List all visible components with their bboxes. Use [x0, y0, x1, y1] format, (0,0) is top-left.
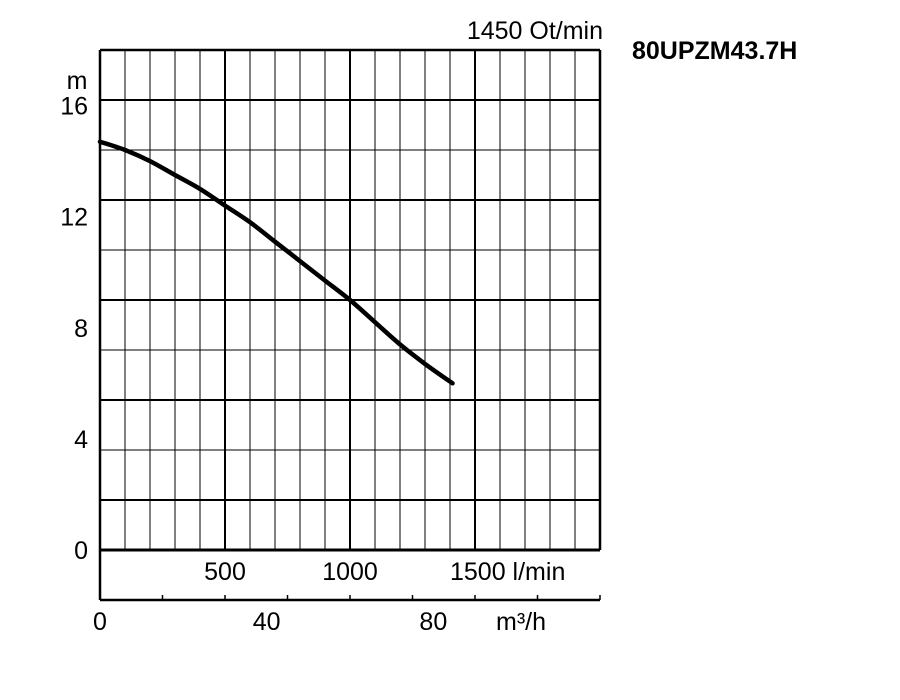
x-tick-label-lpm: 500 [204, 558, 246, 586]
x-tick-label-m3h: 0 [93, 608, 107, 636]
performance-curve [97, 139, 455, 386]
speed-label: 1450 Ot/min [467, 17, 603, 45]
y-tick-label: 16 [60, 93, 88, 121]
x-tick-label-m3h: 40 [253, 608, 281, 636]
x-tick-label-m3h: 80 [419, 608, 447, 636]
model-title: 80UPZM43.7H [632, 37, 797, 65]
grid [100, 50, 600, 550]
y-axis-label: m [67, 67, 88, 95]
x-tick-labels-lpm: 500 1000 1500 l/min [204, 558, 565, 586]
x-axis-unit-m3h: m³/h [496, 608, 546, 636]
y-tick-label: 0 [74, 537, 88, 565]
x-tick-labels-m3h: 0 40 80 [93, 608, 447, 636]
y-tick-label: 12 [60, 204, 88, 232]
y-tick-label: 4 [74, 426, 88, 454]
y-tick-label: 8 [74, 315, 88, 343]
x-tick-label-lpm: 1000 [322, 558, 378, 586]
y-tick-labels: 0 4 8 12 16 [60, 93, 88, 565]
x-tick-label-lpm: 1500 l/min [450, 558, 565, 586]
